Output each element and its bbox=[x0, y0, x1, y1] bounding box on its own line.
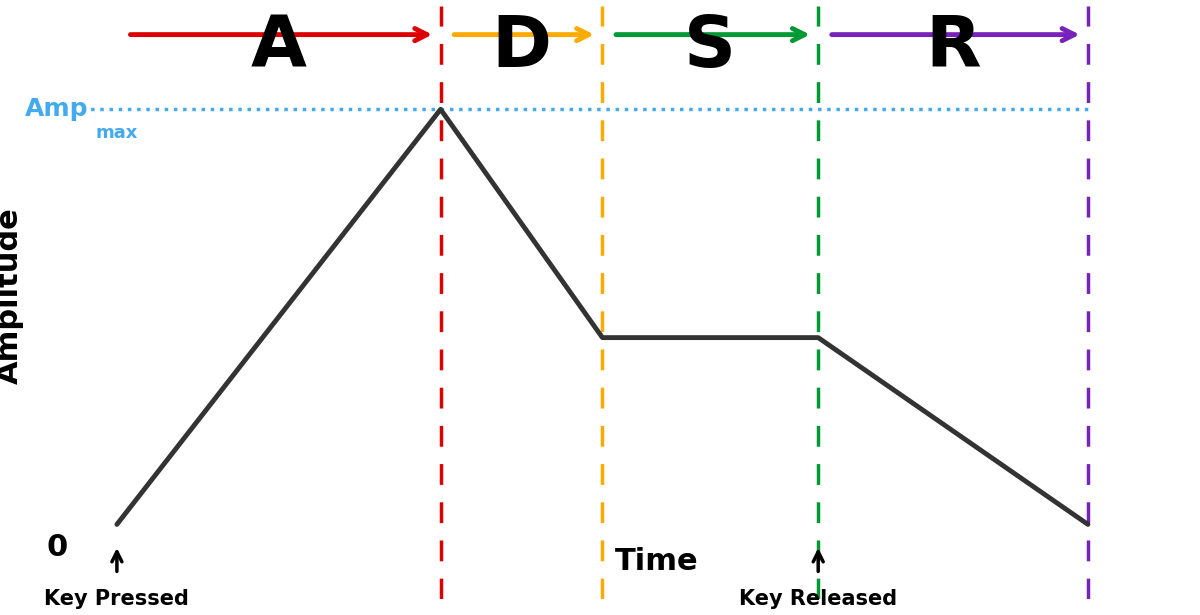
Text: D: D bbox=[492, 12, 552, 82]
Text: Amplitude: Amplitude bbox=[0, 208, 24, 384]
Text: R: R bbox=[925, 12, 980, 82]
Text: max: max bbox=[95, 124, 138, 143]
Text: 0: 0 bbox=[47, 533, 68, 561]
Text: S: S bbox=[684, 12, 737, 82]
Text: Key Pressed: Key Pressed bbox=[44, 589, 190, 609]
Text: Time: Time bbox=[614, 547, 698, 576]
Text: Key Released: Key Released bbox=[739, 589, 898, 609]
Text: A: A bbox=[251, 12, 307, 82]
Text: Amp: Amp bbox=[25, 97, 89, 121]
